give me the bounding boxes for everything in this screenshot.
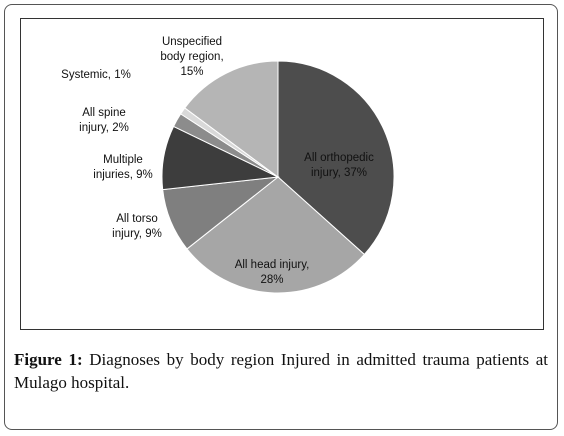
caption: Figure 1: Diagnoses by body region Injur… [14, 348, 548, 394]
chart: All orthopedic injury, 37% All head injury… [20, 18, 544, 330]
slice-label: All head injury, 28% [235, 259, 310, 286]
slice-label: All orthopedic injury, 37% [304, 152, 374, 179]
slice-label: Multiple injuries, 9% [93, 154, 152, 181]
caption-label: Figure 1: [14, 350, 83, 369]
caption-text: Diagnoses by body region Injured in admi… [14, 350, 548, 392]
slice-label: Unspecified body region, 15% [160, 36, 223, 78]
figure-frame [4, 4, 558, 430]
slice-label: All spine injury, 2% [79, 107, 129, 134]
slice-label: Systemic, 1% [61, 69, 131, 81]
pie-slice [277, 60, 395, 256]
slice-label: All torso injury, 9% [112, 213, 162, 240]
pie-slice [184, 60, 279, 178]
pie-slice [186, 176, 366, 294]
